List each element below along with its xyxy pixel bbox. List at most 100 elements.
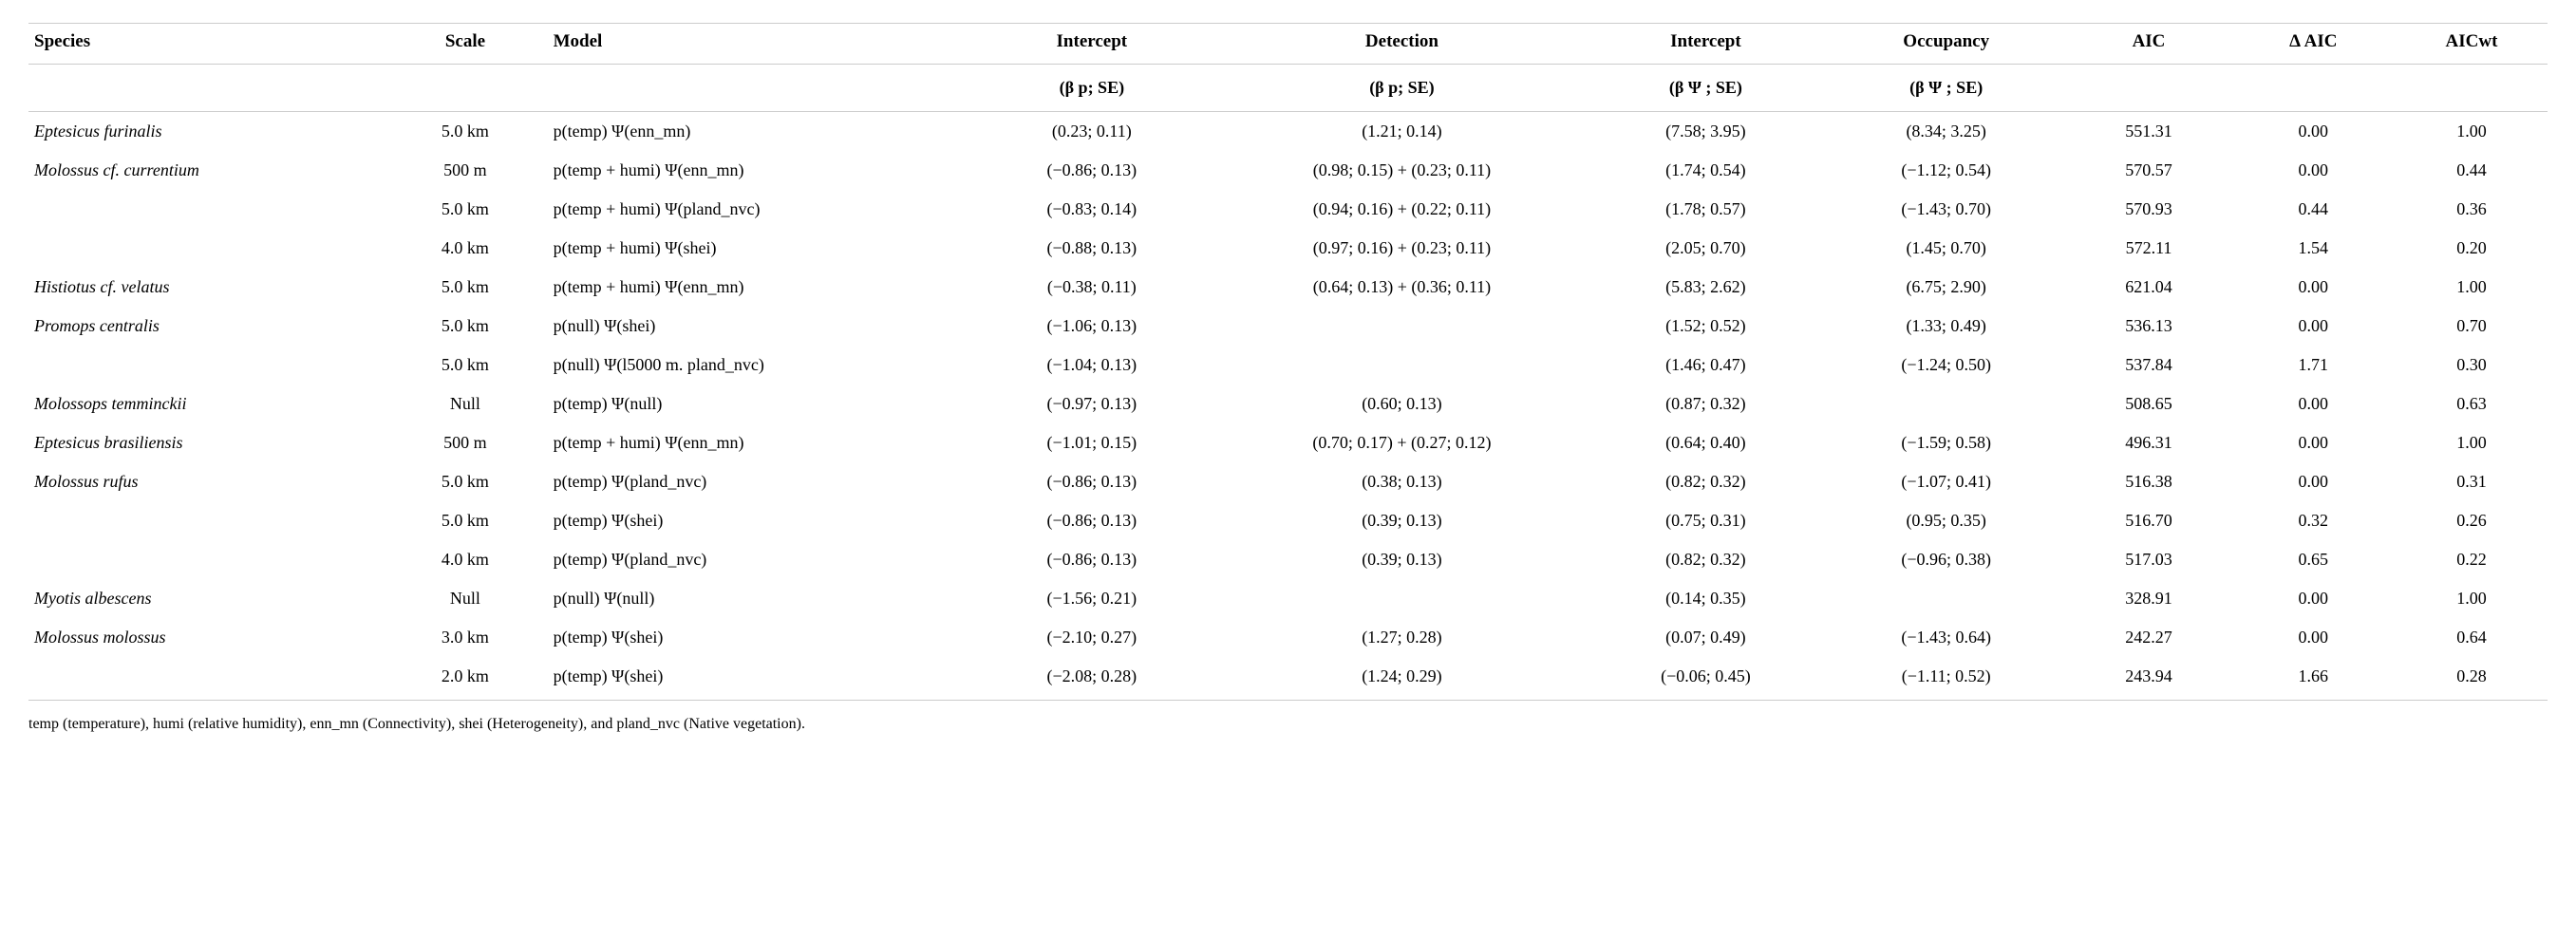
cell-scale: Null bbox=[383, 579, 547, 618]
cell-aicwt: 0.28 bbox=[2396, 657, 2548, 696]
cell-model: p(temp) Ψ(pland_nvc) bbox=[548, 462, 966, 501]
cell-occupancy: (−0.96; 0.38) bbox=[1826, 540, 2066, 579]
cell-aic: 517.03 bbox=[2066, 540, 2230, 579]
col-scale: Scale bbox=[383, 24, 547, 65]
table-row: 2.0 kmp(temp) Ψ(shei)(−2.08; 0.28)(1.24;… bbox=[28, 657, 2548, 696]
cell-detection: (0.64; 0.13) + (0.36; 0.11) bbox=[1218, 268, 1586, 307]
table-row: Promops centralis5.0 kmp(null) Ψ(shei)(−… bbox=[28, 307, 2548, 346]
cell-intercept2: (5.83; 2.62) bbox=[1586, 268, 1826, 307]
sub-aic bbox=[2066, 65, 2230, 112]
cell-scale: 5.0 km bbox=[383, 346, 547, 385]
cell-daic: 0.00 bbox=[2231, 618, 2396, 657]
cell-detection: (1.27; 0.28) bbox=[1218, 618, 1586, 657]
cell-species bbox=[28, 540, 383, 579]
cell-scale: 500 m bbox=[383, 151, 547, 190]
cell-species: Eptesicus furinalis bbox=[28, 112, 383, 152]
cell-intercept2: (0.75; 0.31) bbox=[1586, 501, 1826, 540]
cell-intercept1: (−0.88; 0.13) bbox=[966, 229, 1219, 268]
cell-daic: 0.32 bbox=[2231, 501, 2396, 540]
cell-occupancy: (−1.43; 0.70) bbox=[1826, 190, 2066, 229]
cell-aicwt: 1.00 bbox=[2396, 112, 2548, 152]
cell-aicwt: 0.64 bbox=[2396, 618, 2548, 657]
cell-scale: 4.0 km bbox=[383, 229, 547, 268]
sub-intercept2: (β Ψ ; SE) bbox=[1586, 65, 1826, 112]
cell-intercept1: (−0.86; 0.13) bbox=[966, 151, 1219, 190]
cell-scale: 5.0 km bbox=[383, 462, 547, 501]
cell-aicwt: 0.22 bbox=[2396, 540, 2548, 579]
cell-aic: 572.11 bbox=[2066, 229, 2230, 268]
cell-species bbox=[28, 346, 383, 385]
cell-aic: 537.84 bbox=[2066, 346, 2230, 385]
cell-species: Molossus molossus bbox=[28, 618, 383, 657]
cell-occupancy: (−1.24; 0.50) bbox=[1826, 346, 2066, 385]
cell-intercept1: (−0.86; 0.13) bbox=[966, 540, 1219, 579]
cell-intercept1: (−0.97; 0.13) bbox=[966, 385, 1219, 423]
col-intercept2: Intercept bbox=[1586, 24, 1826, 65]
cell-daic: 0.00 bbox=[2231, 462, 2396, 501]
model-selection-table: Species Scale Model Intercept Detection … bbox=[28, 23, 2548, 696]
cell-model: p(temp) Ψ(enn_mn) bbox=[548, 112, 966, 152]
cell-detection: (0.38; 0.13) bbox=[1218, 462, 1586, 501]
cell-occupancy: (6.75; 2.90) bbox=[1826, 268, 2066, 307]
table-row: 5.0 kmp(temp + humi) Ψ(pland_nvc)(−0.83;… bbox=[28, 190, 2548, 229]
subheader-row: (β p; SE) (β p; SE) (β Ψ ; SE) (β Ψ ; SE… bbox=[28, 65, 2548, 112]
cell-aicwt: 0.63 bbox=[2396, 385, 2548, 423]
cell-aicwt: 0.44 bbox=[2396, 151, 2548, 190]
cell-daic: 0.00 bbox=[2231, 268, 2396, 307]
cell-occupancy: (−1.43; 0.64) bbox=[1826, 618, 2066, 657]
col-model: Model bbox=[548, 24, 966, 65]
cell-scale: 500 m bbox=[383, 423, 547, 462]
table-row: Molossops temminckiiNullp(temp) Ψ(null)(… bbox=[28, 385, 2548, 423]
cell-intercept1: (0.23; 0.11) bbox=[966, 112, 1219, 152]
cell-detection: (1.21; 0.14) bbox=[1218, 112, 1586, 152]
table-row: Eptesicus brasiliensis500 mp(temp + humi… bbox=[28, 423, 2548, 462]
cell-intercept1: (−1.56; 0.21) bbox=[966, 579, 1219, 618]
cell-aicwt: 0.70 bbox=[2396, 307, 2548, 346]
cell-aicwt: 0.26 bbox=[2396, 501, 2548, 540]
table-footnote: temp (temperature), humi (relative humid… bbox=[28, 700, 2548, 733]
cell-species: Molossus rufus bbox=[28, 462, 383, 501]
cell-intercept1: (−1.06; 0.13) bbox=[966, 307, 1219, 346]
cell-scale: 5.0 km bbox=[383, 268, 547, 307]
cell-occupancy: (−1.59; 0.58) bbox=[1826, 423, 2066, 462]
cell-intercept1: (−0.38; 0.11) bbox=[966, 268, 1219, 307]
cell-daic: 0.44 bbox=[2231, 190, 2396, 229]
cell-scale: 2.0 km bbox=[383, 657, 547, 696]
cell-intercept2: (1.46; 0.47) bbox=[1586, 346, 1826, 385]
cell-detection: (1.24; 0.29) bbox=[1218, 657, 1586, 696]
cell-intercept1: (−1.04; 0.13) bbox=[966, 346, 1219, 385]
cell-model: p(temp) Ψ(shei) bbox=[548, 501, 966, 540]
col-occupancy: Occupancy bbox=[1826, 24, 2066, 65]
cell-detection bbox=[1218, 579, 1586, 618]
cell-occupancy: (−1.11; 0.52) bbox=[1826, 657, 2066, 696]
cell-model: p(temp + humi) Ψ(enn_mn) bbox=[548, 151, 966, 190]
table-row: 4.0 kmp(temp + humi) Ψ(shei)(−0.88; 0.13… bbox=[28, 229, 2548, 268]
sub-species bbox=[28, 65, 383, 112]
cell-aic: 508.65 bbox=[2066, 385, 2230, 423]
cell-model: p(temp) Ψ(shei) bbox=[548, 657, 966, 696]
cell-intercept2: (0.64; 0.40) bbox=[1586, 423, 1826, 462]
cell-detection: (0.39; 0.13) bbox=[1218, 501, 1586, 540]
cell-aicwt: 0.20 bbox=[2396, 229, 2548, 268]
cell-scale: 5.0 km bbox=[383, 190, 547, 229]
cell-aicwt: 1.00 bbox=[2396, 579, 2548, 618]
cell-model: p(temp + humi) Ψ(enn_mn) bbox=[548, 423, 966, 462]
table-row: 5.0 kmp(temp) Ψ(shei)(−0.86; 0.13)(0.39;… bbox=[28, 501, 2548, 540]
col-detection: Detection bbox=[1218, 24, 1586, 65]
table-row: 5.0 kmp(null) Ψ(l5000 m. pland_nvc)(−1.0… bbox=[28, 346, 2548, 385]
col-intercept1: Intercept bbox=[966, 24, 1219, 65]
cell-occupancy bbox=[1826, 579, 2066, 618]
cell-intercept2: (0.87; 0.32) bbox=[1586, 385, 1826, 423]
cell-occupancy: (8.34; 3.25) bbox=[1826, 112, 2066, 152]
cell-daic: 0.00 bbox=[2231, 385, 2396, 423]
cell-daic: 1.66 bbox=[2231, 657, 2396, 696]
cell-species bbox=[28, 229, 383, 268]
cell-model: p(null) Ψ(shei) bbox=[548, 307, 966, 346]
cell-model: p(null) Ψ(null) bbox=[548, 579, 966, 618]
cell-intercept2: (1.74; 0.54) bbox=[1586, 151, 1826, 190]
cell-intercept1: (−2.10; 0.27) bbox=[966, 618, 1219, 657]
cell-aicwt: 1.00 bbox=[2396, 423, 2548, 462]
table-row: Molossus rufus5.0 kmp(temp) Ψ(pland_nvc)… bbox=[28, 462, 2548, 501]
sub-scale bbox=[383, 65, 547, 112]
cell-daic: 0.00 bbox=[2231, 307, 2396, 346]
